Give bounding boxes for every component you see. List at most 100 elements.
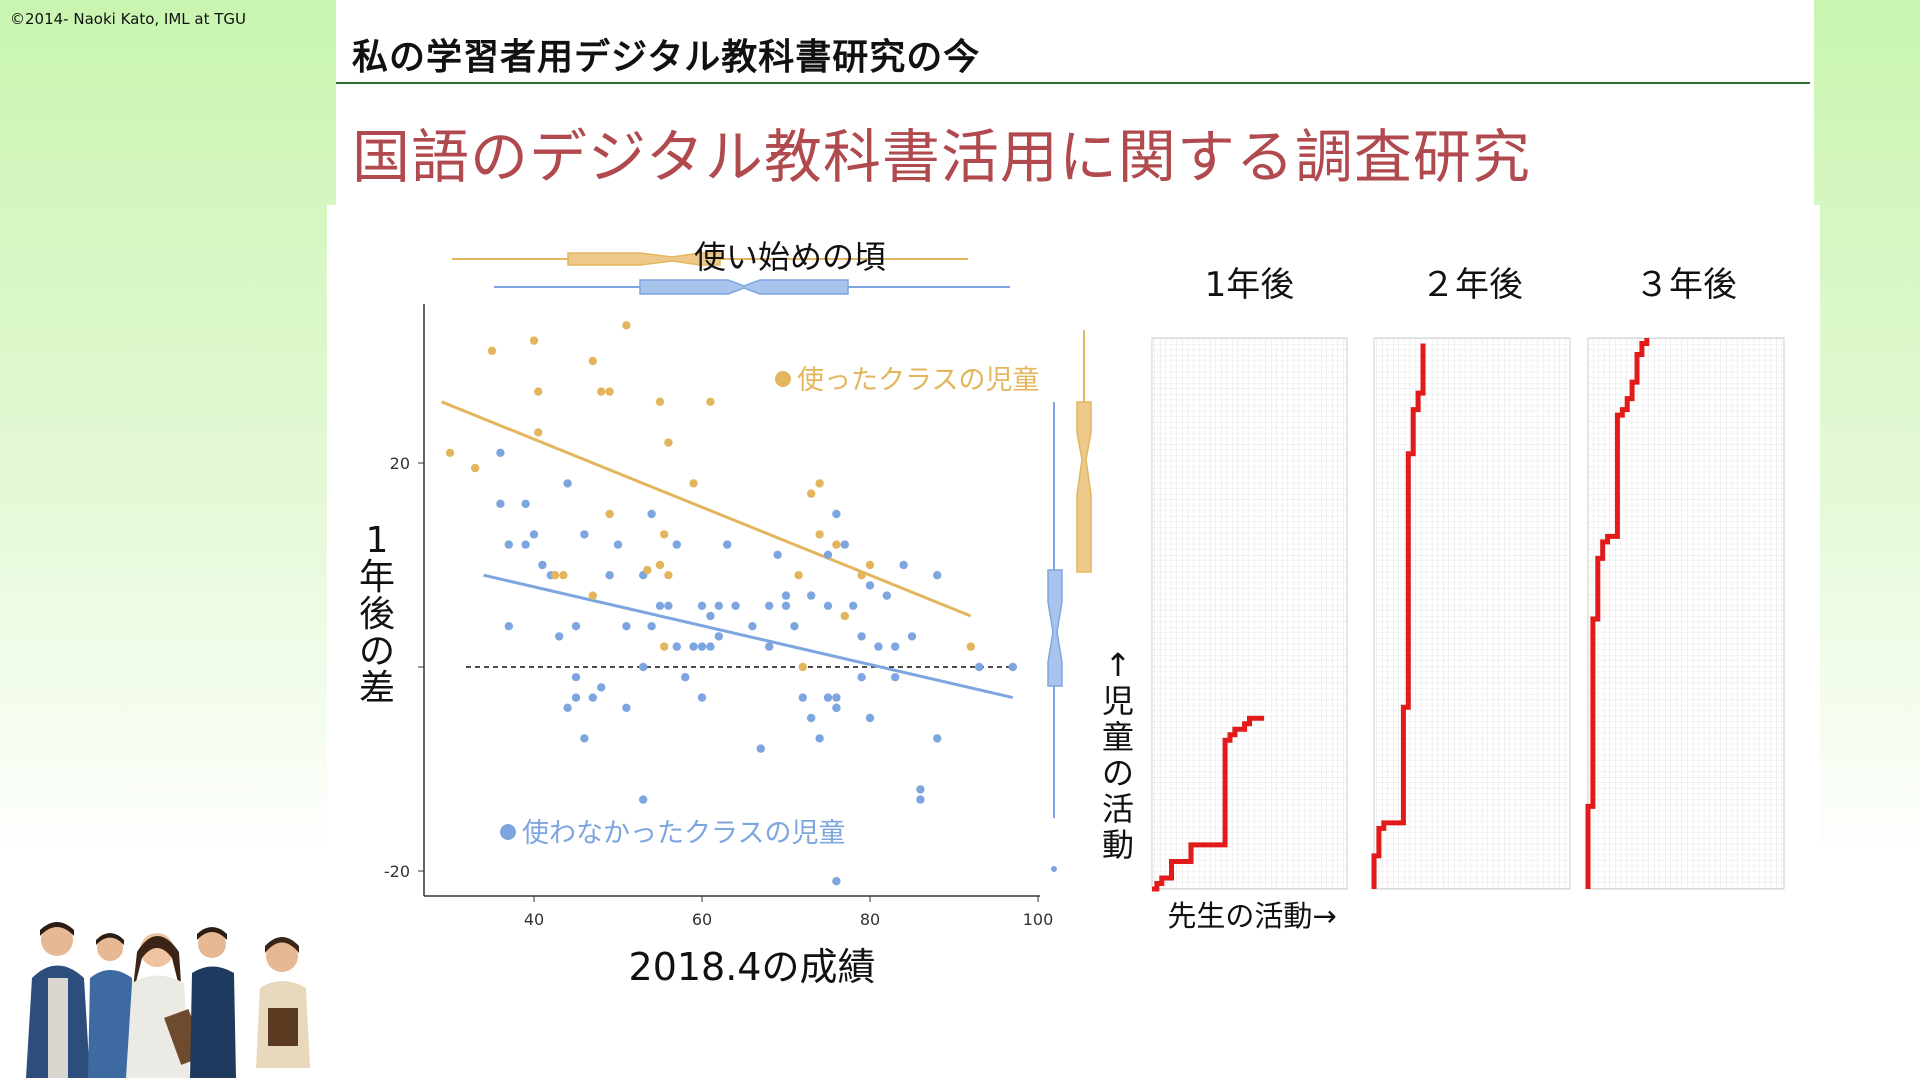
- step-y-label-char: の: [1102, 754, 1134, 792]
- activity-step-line: [1371, 343, 1426, 889]
- point-notused: [790, 622, 799, 631]
- point-notused: [832, 693, 841, 702]
- point-used: [550, 571, 560, 580]
- point-used: [534, 387, 543, 396]
- point-notused: [588, 693, 597, 702]
- point-notused: [798, 693, 807, 702]
- point-used: [689, 479, 698, 488]
- point-notused: [882, 591, 891, 600]
- point-notused: [865, 581, 875, 590]
- point-used: [487, 346, 497, 355]
- point-used: [798, 662, 807, 672]
- point-notused: [580, 734, 589, 743]
- step-panels: 1年後 ２年後 ３年後: [1151, 265, 1785, 892]
- point-notused: [647, 509, 656, 519]
- point-notused: [781, 601, 791, 610]
- point-notused: [597, 683, 606, 692]
- point-used: [655, 397, 665, 406]
- boxplot-top-notused: [639, 279, 849, 295]
- point-notused: [504, 622, 513, 631]
- point-notused: [689, 642, 698, 651]
- point-notused: [714, 632, 723, 641]
- x-tick-label: 80: [860, 910, 880, 929]
- point-used: [559, 571, 568, 580]
- y-axis-label-char: 後: [359, 594, 395, 635]
- point-notused: [840, 540, 849, 549]
- point-notused: [933, 734, 942, 743]
- point-notused: [563, 479, 572, 488]
- x-axis-label: 2018.4の成績: [629, 945, 876, 989]
- point-used: [660, 642, 669, 651]
- point-used: [471, 463, 480, 473]
- step-x-label: 先生の活動→: [1167, 899, 1336, 933]
- point-used: [605, 387, 614, 396]
- step-y-label-char: 活: [1102, 790, 1134, 828]
- point-notused: [496, 448, 505, 457]
- step-y-label-char: ↑: [1105, 646, 1132, 684]
- point-used: [794, 571, 803, 580]
- header-panel: [336, 0, 1814, 205]
- y-tick-label: 20: [390, 454, 410, 473]
- point-used: [815, 530, 824, 539]
- point-notused: [731, 601, 740, 610]
- scatter-axes: 40 60 80 100 20 -20: [384, 304, 1053, 929]
- point-used: [832, 540, 841, 549]
- student-1: [26, 922, 90, 1078]
- y-axis-label-char: の: [359, 631, 395, 672]
- point-notused: [697, 693, 707, 702]
- students-illustration: [26, 922, 310, 1078]
- point-notused: [714, 601, 723, 610]
- point-notused: [975, 662, 984, 672]
- step-panel-title: ２年後: [1421, 265, 1523, 305]
- step-panel-title: ３年後: [1635, 265, 1737, 305]
- point-used: [840, 611, 849, 621]
- point-notused: [697, 601, 707, 610]
- point-notused: [823, 550, 833, 559]
- fit-line-notused: [483, 573, 1014, 700]
- point-notused: [907, 632, 917, 641]
- point-notused: [832, 509, 841, 519]
- scatter-points: [445, 321, 1017, 886]
- point-used: [815, 479, 824, 488]
- content-panel: [327, 205, 1820, 1015]
- fit-lines: [441, 400, 1014, 700]
- point-used: [706, 397, 715, 406]
- step-panel-title: 1年後: [1205, 265, 1295, 305]
- step-panel-3: ３年後: [1585, 265, 1785, 890]
- point-notused: [891, 642, 900, 651]
- point-used: [588, 591, 597, 600]
- activity-step-line: [1585, 338, 1650, 889]
- point-notused: [832, 703, 841, 712]
- header-rule: [336, 82, 1810, 84]
- point-used: [643, 565, 652, 575]
- student-4: [190, 927, 236, 1078]
- point-notused: [857, 632, 866, 641]
- point-notused: [765, 601, 774, 610]
- point-used: [597, 387, 606, 396]
- point-notused: [580, 530, 589, 539]
- x-tick-label: 40: [524, 910, 544, 929]
- activity-step-line: [1152, 715, 1265, 892]
- point-notused: [681, 673, 690, 682]
- point-notused: [504, 540, 513, 549]
- point-notused: [916, 795, 925, 804]
- legend-notused-dot: [500, 824, 516, 840]
- point-notused: [823, 601, 833, 610]
- step-panel-1: 1年後: [1151, 265, 1348, 892]
- step-panel-grid: [1587, 337, 1785, 890]
- y-axis-label-char: 差: [359, 668, 395, 709]
- step-y-label-char: 動: [1102, 826, 1134, 864]
- point-used: [664, 438, 673, 447]
- point-notused: [865, 713, 875, 723]
- point-notused: [823, 693, 833, 702]
- point-notused: [765, 642, 774, 651]
- point-notused: [613, 540, 623, 549]
- point-used: [622, 321, 631, 330]
- point-used: [857, 571, 866, 580]
- chart-title: 使い始めの頃: [694, 238, 886, 276]
- point-used: [865, 560, 875, 570]
